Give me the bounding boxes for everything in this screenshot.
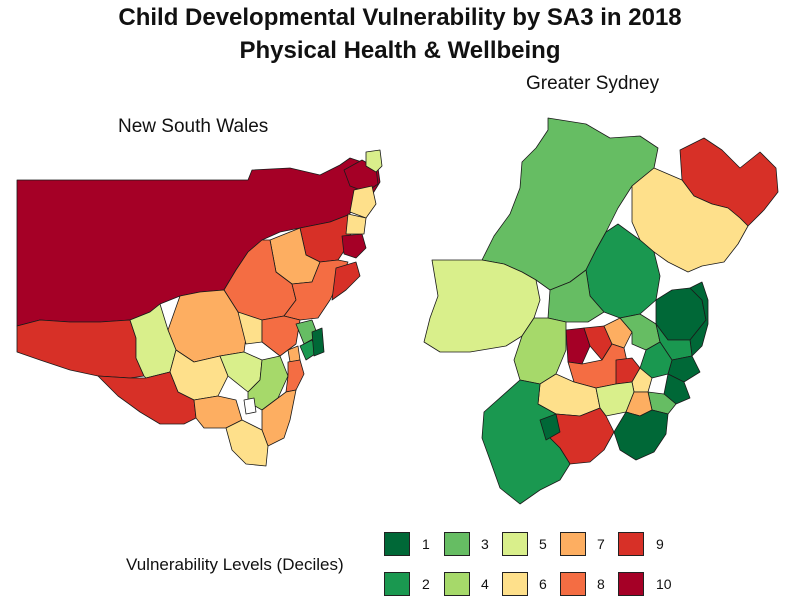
nsw-region-nc-c <box>345 213 367 235</box>
legend-label-4: 4 <box>481 576 489 592</box>
nsw-region-snowy <box>225 419 269 467</box>
legend-label-2: 2 <box>422 576 430 592</box>
legend-label-3: 3 <box>481 536 489 552</box>
legend-swatch-7 <box>560 532 586 556</box>
sydney-panel-title: Greater Sydney <box>526 73 660 94</box>
legend-swatch-2 <box>384 572 410 596</box>
syd-region-sutherland <box>613 409 669 461</box>
legend-label-9: 9 <box>656 536 664 552</box>
nsw-region-act-gap <box>243 397 257 415</box>
syd-region-heathcote <box>539 413 561 441</box>
syd-region-eastern-suburbs <box>663 373 691 405</box>
nsw-region-sydney-c <box>311 327 325 357</box>
nsw-region-bathurst <box>261 315 301 357</box>
nsw-region-illawarra <box>285 359 305 393</box>
syd-region-blacktown <box>565 327 591 365</box>
nsw-region-nc-a <box>365 149 383 173</box>
legend-title: Vulnerability Levels (Deciles) <box>126 555 344 574</box>
legend-label-10: 10 <box>656 576 672 592</box>
legend: 1 2 3 4 5 6 7 8 9 10 <box>380 528 710 598</box>
nsw-panel-title: New South Wales <box>118 116 269 137</box>
legend-label-8: 8 <box>597 576 605 592</box>
nsw-region-ne-b <box>341 233 367 259</box>
syd-region-wollondilly <box>481 379 571 505</box>
sydney-map <box>423 117 779 505</box>
legend-swatch-1 <box>384 532 410 556</box>
legend-swatch-8 <box>560 572 586 596</box>
nsw-region-hunter <box>331 261 361 301</box>
legend-label-5: 5 <box>539 536 547 552</box>
legend-swatch-6 <box>502 572 528 596</box>
nsw-region-nc-b <box>349 185 377 219</box>
syd-region-northern-beaches <box>689 281 709 357</box>
legend-label-7: 7 <box>597 536 605 552</box>
legend-swatch-3 <box>444 532 470 556</box>
nsw-region-south-west <box>16 319 145 379</box>
syd-region-parramatta <box>603 317 633 349</box>
legend-swatch-5 <box>502 532 528 556</box>
legend-swatch-4 <box>444 572 470 596</box>
legend-label-6: 6 <box>539 576 547 592</box>
chart-subtitle: Physical Health & Wellbeing <box>239 37 561 64</box>
legend-label-1: 1 <box>422 536 430 552</box>
legend-swatch-10 <box>618 572 644 596</box>
nsw-map <box>16 149 383 467</box>
legend-swatch-9 <box>618 532 644 556</box>
syd-region-gosford <box>631 167 749 273</box>
chart-title: Child Developmental Vulnerability by SA3… <box>118 4 682 31</box>
